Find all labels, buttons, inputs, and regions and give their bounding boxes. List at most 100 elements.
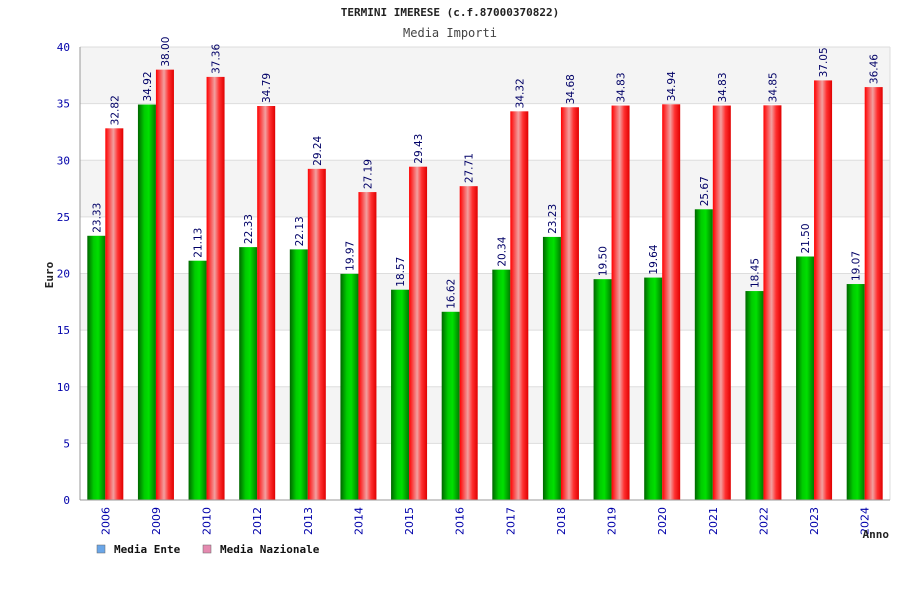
bar-value-label: 34.92: [142, 71, 154, 101]
bar-value-label: 34.79: [261, 73, 273, 103]
bar-value-label: 19.97: [344, 241, 356, 271]
bar-media-ente-2006: [87, 235, 106, 500]
bars: [87, 69, 883, 501]
legend-item-media-ente: Media Ente: [96, 543, 181, 556]
bar-value-label: 27.71: [464, 153, 476, 183]
bar-media-ente-2014: [340, 273, 359, 500]
x-tick-label: 2022: [757, 507, 770, 535]
bar-media-nazionale-2018: [560, 107, 579, 501]
x-tick-label: 2006: [99, 507, 112, 535]
bar-media-nazionale-2006: [105, 128, 124, 500]
bar-value-label: 23.33: [91, 203, 103, 233]
bar-media-ente-2020: [644, 277, 663, 500]
y-tick-label: 10: [57, 381, 70, 394]
bar-value-label: 34.83: [717, 72, 729, 102]
bar-value-label: 34.94: [666, 71, 678, 101]
bar-value-label: 34.85: [767, 72, 779, 102]
bar-value-label: 22.33: [243, 214, 255, 244]
bar-media-nazionale-2014: [358, 192, 377, 501]
x-axis-label: Anno: [863, 528, 890, 541]
bar-media-ente-2016: [441, 311, 460, 500]
x-tick-label: 2021: [707, 507, 720, 535]
y-tick-label: 5: [63, 437, 70, 450]
y-tick-label: 35: [57, 98, 70, 111]
x-tick-label: 2024: [859, 507, 872, 535]
bar-media-ente-2024: [846, 284, 865, 500]
bar-value-label: 34.68: [565, 74, 577, 104]
legend-label-media-ente: Media Ente: [114, 543, 181, 556]
bar-value-label: 25.67: [699, 176, 711, 206]
bar-value-label: 19.64: [648, 244, 660, 274]
bar-media-nazionale-2009: [155, 69, 174, 501]
chart-subtitle: Media Importi: [403, 26, 497, 40]
bar-value-label: 34.32: [514, 78, 526, 108]
x-tick-label: 2012: [251, 507, 264, 535]
bar-value-label: 34.83: [616, 72, 628, 102]
bar-value-label: 21.50: [800, 223, 812, 253]
bar-media-ente-2018: [542, 236, 561, 500]
bar-value-label: 32.82: [109, 95, 121, 125]
x-tick-label: 2023: [808, 507, 821, 535]
bar-value-label: 23.23: [547, 204, 559, 234]
legend-label-media-nazionale: Media Nazionale: [220, 543, 320, 556]
y-tick-label: 40: [57, 41, 70, 54]
x-axis-ticks: 2006 2009 2010 2012 2013 2014 2015 2016 2017 2018…: [99, 507, 871, 535]
y-tick-label: 15: [57, 324, 70, 337]
bar-value-label: 22.13: [294, 216, 306, 246]
bar-media-nazionale-2024: [864, 87, 883, 500]
x-tick-label: 2013: [302, 507, 315, 535]
x-tick-label: 2018: [555, 507, 568, 535]
bar-media-nazionale-2019: [611, 105, 630, 501]
bar-media-ente-2012: [239, 247, 258, 500]
x-tick-label: 2017: [504, 507, 517, 535]
bar-media-nazionale-2022: [763, 105, 782, 500]
bar-value-label: 18.45: [749, 258, 761, 288]
x-tick-label: 2019: [606, 507, 619, 535]
y-axis-ticks: 0 5 10 15 20 25 30 35 40: [57, 41, 70, 507]
bar-value-label: 19.50: [598, 246, 610, 276]
bar-value-label: 37.05: [818, 47, 830, 77]
bar-media-ente-2015: [391, 289, 410, 500]
y-tick-label: 25: [57, 211, 70, 224]
bar-media-ente-2019: [593, 279, 612, 500]
legend-item-media-nazionale: Media Nazionale: [202, 543, 320, 556]
y-tick-label: 0: [63, 494, 70, 507]
x-tick-label: 2009: [150, 507, 163, 535]
x-tick-label: 2015: [403, 507, 416, 535]
x-tick-label: 2010: [201, 507, 214, 535]
bar-value-label: 29.24: [312, 135, 324, 165]
bar-media-nazionale-2015: [409, 166, 428, 500]
bar-value-label: 21.13: [193, 228, 205, 258]
bar-media-ente-2009: [137, 104, 156, 500]
bar-media-nazionale-2010: [206, 76, 225, 500]
bar-media-nazionale-2017: [510, 111, 529, 501]
bar-value-label: 18.57: [395, 257, 407, 287]
bar-media-ente-2017: [492, 269, 511, 500]
legend-swatch-media-ente: [96, 544, 106, 554]
bar-value-label: 38.00: [160, 37, 172, 67]
x-tick-label: 2020: [656, 507, 669, 535]
y-axis-label: Euro: [43, 261, 56, 288]
bar-media-ente-2013: [289, 249, 308, 500]
x-tick-label: 2016: [454, 507, 467, 535]
bar-value-label: 20.34: [496, 236, 508, 266]
x-tick-label: 2014: [352, 507, 365, 535]
legend: Media Ente Media Nazionale: [96, 543, 320, 556]
legend-swatch-media-nazionale: [202, 544, 212, 554]
bar-media-nazionale-2020: [662, 104, 681, 500]
bar-media-ente-2023: [796, 256, 815, 500]
chart-title: TERMINI IMERESE (c.f.87000370822): [341, 6, 560, 19]
bar-media-ente-2010: [188, 260, 207, 500]
bar-value-labels: 23.33 32.82 34.92 38.00 21.13 37.36 22.33 34.79…: [91, 37, 880, 309]
bar-value-label: 29.43: [413, 134, 425, 164]
bar-value-label: 37.36: [211, 44, 223, 74]
bar-media-ente-2022: [745, 291, 764, 500]
bar-value-label: 27.19: [362, 159, 374, 189]
y-tick-label: 20: [57, 268, 70, 281]
bar-media-nazionale-2013: [307, 168, 326, 500]
bar-value-label: 36.46: [869, 54, 881, 84]
bar-value-label: 16.62: [446, 279, 458, 309]
bar-media-nazionale-2023: [814, 80, 833, 500]
